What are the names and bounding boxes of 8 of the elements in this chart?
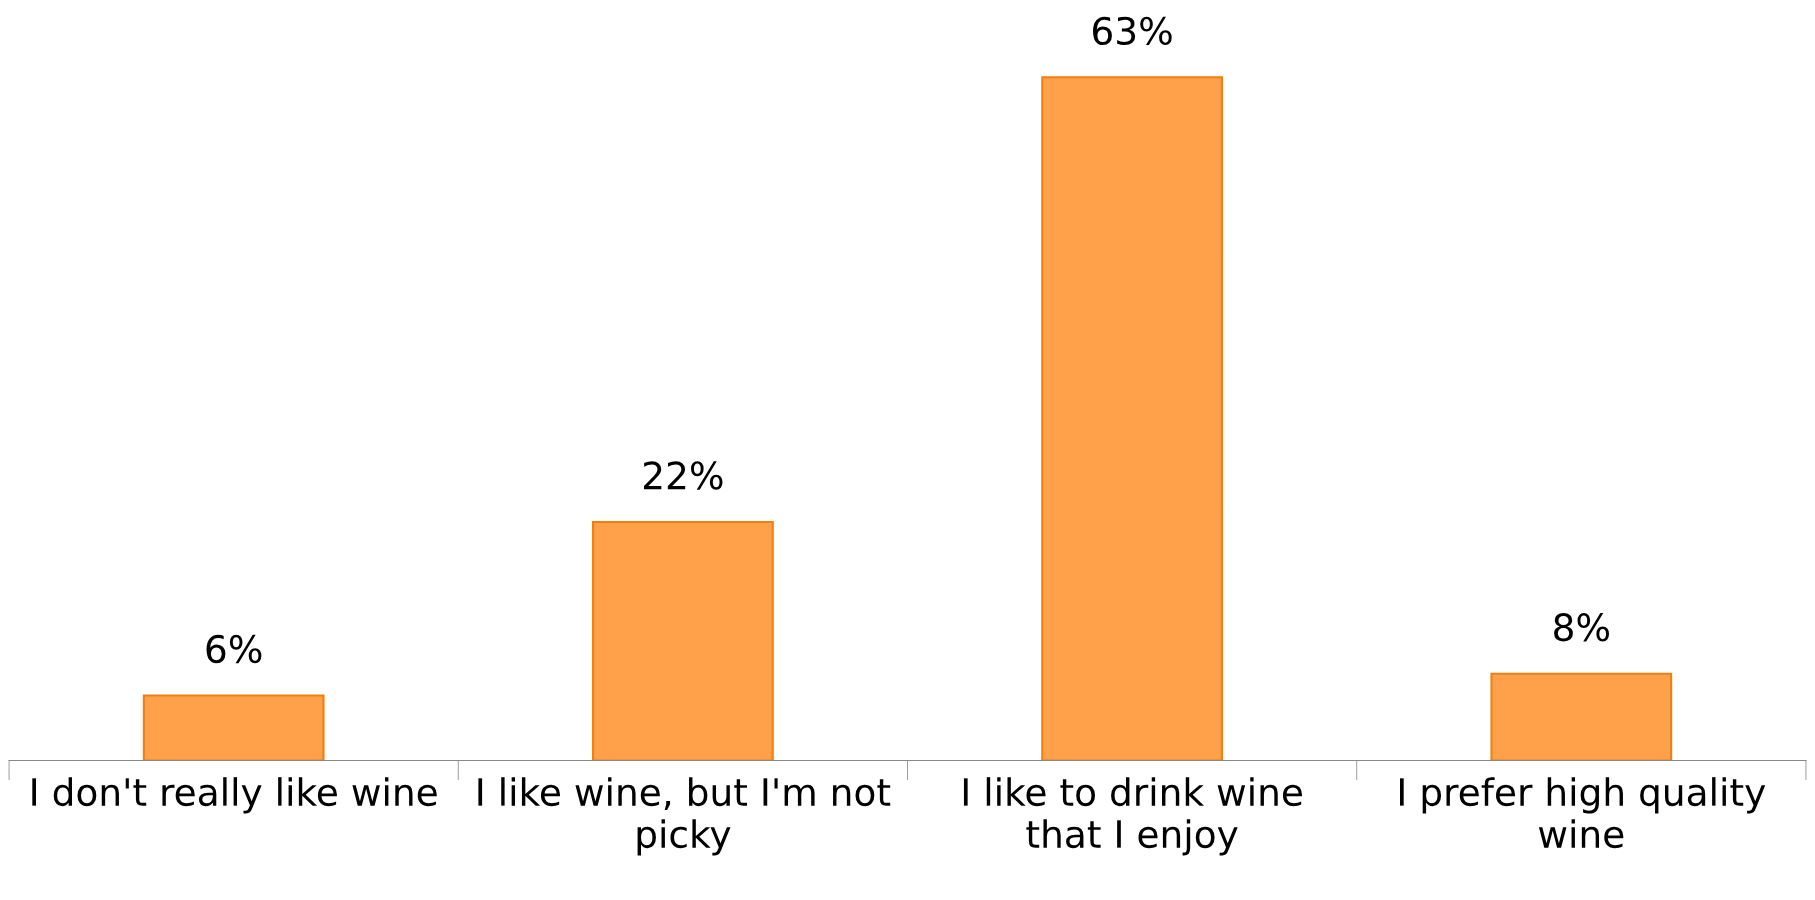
data-label: 6% [206,634,262,664]
x-tick-label: I like wine, but I'm not picky [478,777,891,856]
data-label: 63% [1093,16,1172,46]
data-label: 22% [643,461,723,490]
data-label: 8% [1554,613,1609,642]
x-tick-label: I prefer high quality wine [1400,777,1766,849]
x-tick-label: I don't really like wine [32,777,437,814]
x-tick-label: I like to drink wine that I enjoy [963,777,1302,856]
